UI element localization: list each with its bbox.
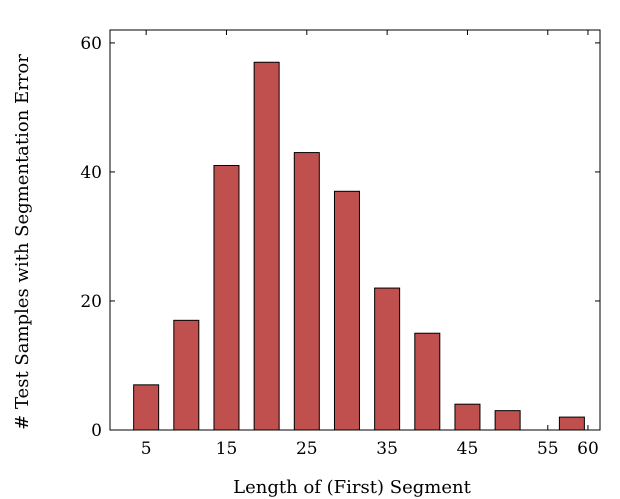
y-tick-label-40: 40 (80, 163, 102, 183)
x-tick-label-60: 60 (577, 439, 599, 459)
x-tick-label-55: 55 (537, 439, 559, 459)
tick-labels: 5 15 25 35 45 55 60 0 20 40 60 (80, 34, 598, 459)
bar-30 (333, 190, 360, 431)
x-tick-label-35: 35 (376, 439, 398, 459)
x-tick-label-15: 15 (216, 439, 238, 459)
y-tick-label-60: 60 (80, 34, 102, 54)
bar-45 (454, 403, 481, 431)
bar-40 (414, 332, 441, 431)
bar-5 (133, 384, 160, 431)
y-tick-label-20: 20 (80, 292, 102, 312)
x-tick-label-5: 5 (141, 439, 152, 459)
bar-25 (293, 152, 320, 431)
x-tick-label-25: 25 (296, 439, 318, 459)
bar-15 (213, 164, 240, 431)
y-tick-label-0: 0 (91, 421, 102, 441)
bars (133, 61, 585, 431)
bar-35 (374, 287, 401, 431)
bar-50 (494, 410, 521, 431)
bar-20 (253, 61, 280, 431)
y-axis-title: # Test Samples with Segmentation Error (12, 54, 33, 430)
x-tick-label-45: 45 (457, 439, 479, 459)
bar-10 (173, 319, 200, 431)
bar-58 (558, 416, 585, 431)
x-axis-title: Length of (First) Segment (233, 477, 471, 498)
